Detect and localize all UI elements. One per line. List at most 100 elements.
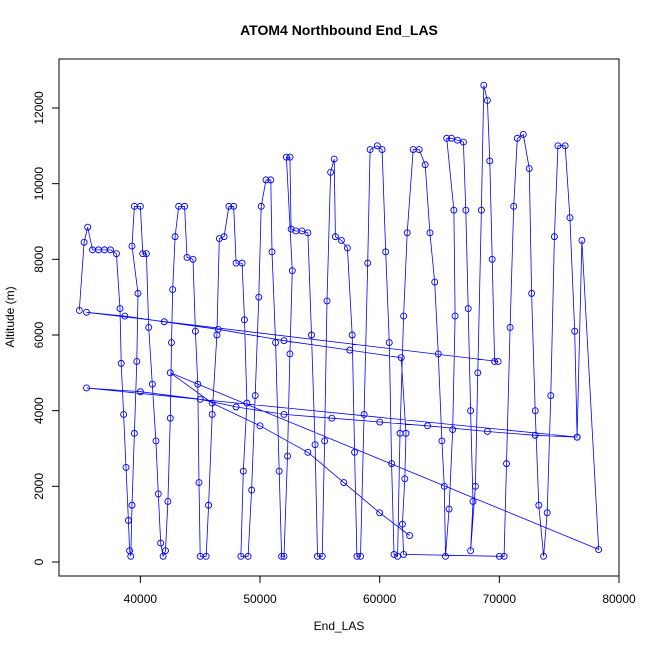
data-point (480, 81, 488, 89)
data-point (130, 429, 138, 437)
data-point (571, 327, 579, 335)
data-point (528, 289, 536, 297)
data-point (443, 134, 451, 142)
data-point (280, 552, 288, 560)
data-point (284, 452, 291, 460)
data-point (298, 227, 306, 235)
data-point (160, 318, 168, 326)
data-point (191, 327, 199, 335)
data-point (467, 407, 475, 415)
data-point (503, 460, 510, 468)
data-point (554, 142, 562, 150)
data-point (311, 441, 319, 449)
data-point (550, 233, 558, 241)
x-tick-label: 40000 (124, 592, 158, 606)
data-point (256, 422, 264, 430)
data-point (225, 202, 233, 210)
data-point (351, 448, 359, 456)
data-point (388, 460, 396, 468)
data-point (166, 414, 174, 422)
data-point (148, 380, 156, 388)
data-point (136, 202, 144, 210)
data-point (402, 429, 410, 437)
data-point (286, 350, 294, 358)
data-point (547, 392, 555, 399)
x-tick-label: 50000 (243, 592, 277, 606)
data-point (267, 176, 275, 184)
data-point (382, 248, 390, 256)
data-point (488, 255, 496, 263)
data-point (385, 339, 393, 347)
data-point (376, 418, 384, 426)
data-point (438, 437, 446, 445)
x-tick-label: 70000 (483, 592, 517, 606)
data-point (241, 316, 248, 324)
data-point (196, 395, 204, 403)
x-tick-label: 80000 (602, 592, 636, 606)
data-point (239, 467, 247, 475)
data-point (543, 509, 551, 517)
data-point (183, 253, 191, 261)
data-point (308, 331, 315, 339)
series-line (78, 85, 600, 558)
data-point (152, 437, 160, 445)
data-point (459, 138, 467, 146)
data-point (244, 552, 252, 560)
data-point (513, 134, 521, 142)
data-point (415, 146, 423, 154)
y-tick-label: 0 (32, 558, 46, 565)
data-point (510, 202, 518, 210)
data-point (330, 155, 338, 163)
data-point (157, 539, 165, 547)
data-point (205, 501, 213, 509)
data-point (145, 323, 153, 331)
data-point (321, 437, 329, 445)
data-point (214, 325, 222, 333)
data-point (128, 242, 136, 250)
data-point (280, 410, 288, 418)
data-point (84, 223, 92, 231)
data-point (255, 293, 263, 301)
data-point (318, 552, 326, 560)
data-point (243, 399, 251, 407)
data-point (467, 547, 475, 555)
data-point (169, 286, 177, 294)
data-point (327, 168, 335, 176)
y-tick-label: 8000 (32, 246, 46, 273)
y-tick-label: 12000 (32, 91, 46, 125)
data-point (75, 306, 83, 314)
data-point (304, 448, 312, 456)
data-point (448, 134, 455, 142)
data-point (288, 267, 296, 275)
data-point (314, 552, 321, 560)
data-point (397, 354, 405, 362)
data-point (251, 392, 259, 399)
data-point (139, 250, 147, 258)
data-point (431, 278, 439, 286)
data-point (442, 552, 449, 560)
data-point (80, 238, 88, 246)
data-point (578, 236, 586, 244)
data-point (346, 346, 354, 354)
data-point (275, 467, 283, 475)
data-point (373, 142, 381, 150)
data-point (486, 157, 494, 165)
data-point (238, 259, 246, 267)
data-point (357, 552, 364, 560)
data-point (194, 380, 202, 388)
data-point (364, 259, 372, 267)
plot-frame (58, 58, 620, 577)
data-point (500, 552, 508, 560)
data-point (328, 414, 336, 422)
data-point (394, 552, 402, 560)
data-point (390, 550, 398, 558)
data-point (166, 369, 174, 377)
data-point (142, 250, 150, 258)
data-point (348, 331, 356, 339)
data-point (208, 399, 216, 407)
data-point (483, 428, 491, 435)
data-point (566, 214, 574, 222)
data-point (107, 246, 114, 254)
